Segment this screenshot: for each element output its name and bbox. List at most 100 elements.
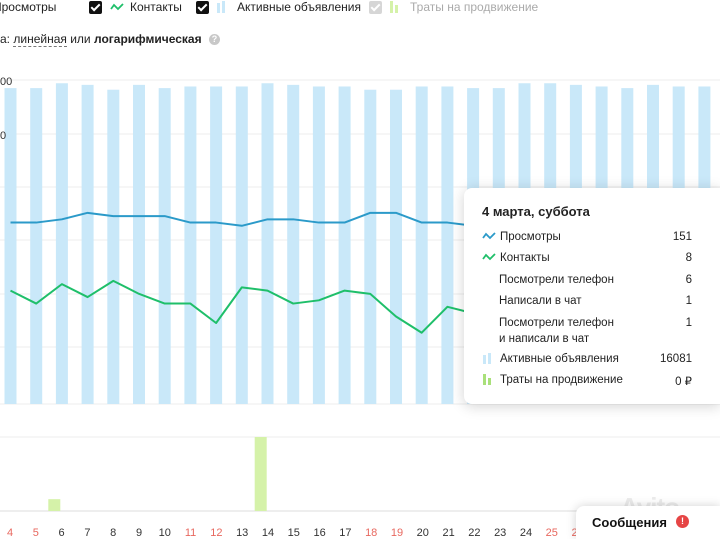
active-ads-bar <box>364 89 377 404</box>
x-tick-label: 11 <box>185 527 196 539</box>
legend-views-label: Просмотры <box>0 0 57 14</box>
x-tick-label: 15 <box>288 527 300 539</box>
tooltip-row-promo: Траты на продвижение 0 ₽ <box>482 374 692 388</box>
legend: Просмотры Контакты Активные объявления Т… <box>0 0 720 14</box>
tooltip-row-views: Просмотры 151 <box>482 231 692 243</box>
messages-button[interactable]: Сообщения ! <box>576 506 720 539</box>
active-ads-bar <box>390 89 402 404</box>
tooltip-views-label: Просмотры <box>500 231 561 243</box>
x-tick-label: 7 <box>84 527 90 539</box>
active-ads-bar <box>312 86 325 404</box>
active-ads-bar <box>287 84 300 405</box>
x-tick-label: 6 <box>59 527 65 539</box>
tooltip-active-ads-value: 16081 <box>660 353 692 365</box>
active-ads-bar <box>184 86 197 404</box>
contacts-line-icon <box>110 3 124 11</box>
x-tick-label: 9 <box>136 527 142 539</box>
x-tick-label: 25 <box>546 527 558 539</box>
promo-bars <box>48 437 267 511</box>
scale-linear-link[interactable]: линейная <box>13 32 67 47</box>
x-tick-label: 19 <box>391 527 403 539</box>
active-ads-bar <box>107 89 120 404</box>
tooltip-phone-label: Посмотрели телефон <box>499 274 614 286</box>
y-tick-label: 0 <box>0 130 6 142</box>
x-tick-label: 21 <box>442 527 454 539</box>
messages-label: Сообщения <box>592 515 667 530</box>
active-ads-bar <box>441 86 454 404</box>
tooltip-row-phone: Посмотрели телефон 6 <box>482 274 692 286</box>
tooltip-phone-chat-label-1: Посмотрели телефон <box>499 317 614 329</box>
active-ads-bar <box>415 86 428 404</box>
bars-icon <box>217 1 229 13</box>
x-tick-label: 24 <box>520 527 532 539</box>
legend-active-ads-label: Активные объявления <box>237 0 361 14</box>
x-tick-label: 14 <box>262 527 274 539</box>
active-ads-bar <box>338 86 351 404</box>
active-ads-bar <box>81 84 94 405</box>
tooltip-contacts-value: 8 <box>685 252 692 264</box>
x-tick-label: 17 <box>339 527 351 539</box>
active-ads-bar <box>210 86 223 404</box>
tooltip-row-chat: Написали в чат 1 <box>482 295 692 307</box>
tooltip-promo-value: 0 ₽ <box>675 376 692 388</box>
x-tick-label: 4 <box>7 527 13 539</box>
y-tick-label: 00 <box>0 76 12 88</box>
x-tick-label: 22 <box>468 527 480 539</box>
x-tick-label: 23 <box>494 527 506 539</box>
legend-contacts-label: Контакты <box>130 0 182 14</box>
active-ads-bar <box>55 83 68 405</box>
legend-promo[interactable]: Траты на продвижение <box>369 0 538 14</box>
help-icon[interactable]: ? <box>208 34 220 46</box>
chart-tooltip: 4 марта, суббота Просмотры 151 Контакты … <box>464 188 720 404</box>
contacts-line-icon <box>482 253 496 261</box>
tooltip-phone-value: 6 <box>685 274 692 286</box>
legend-contacts[interactable]: Контакты <box>89 0 182 14</box>
tooltip-row-active-ads: Активные объявления 16081 <box>482 353 692 365</box>
x-tick-label: 10 <box>159 527 171 539</box>
checkbox-icon[interactable] <box>89 0 102 14</box>
bars-icon <box>482 374 496 385</box>
tooltip-chat-value: 1 <box>685 295 692 307</box>
tooltip-chat-label: Написали в чат <box>499 295 582 307</box>
views-line-icon <box>482 232 496 240</box>
tooltip-views-value: 151 <box>672 231 692 243</box>
promo-bar <box>48 499 61 511</box>
chart-grid <box>0 79 720 512</box>
scale-prefix: а: <box>0 32 11 46</box>
tooltip-contacts-label: Контакты <box>500 252 550 264</box>
tooltip-date: 4 марта, суббота <box>482 204 590 219</box>
x-tick-label: 5 <box>33 527 39 539</box>
x-tick-label: 20 <box>417 527 429 539</box>
x-tick-label: 13 <box>236 527 248 539</box>
legend-active-ads[interactable]: Активные объявления <box>196 0 361 14</box>
scale-log-option[interactable]: логарифмическая <box>93 32 202 46</box>
x-tick-label: 16 <box>313 527 325 539</box>
tooltip-phone-chat-label-2: и написали в чат <box>499 333 590 345</box>
x-tick-label: 12 <box>210 527 222 539</box>
tooltip-row-phone-chat: Посмотрели телефон и написали в чат 1 <box>482 317 692 345</box>
checkbox-icon[interactable] <box>196 0 209 14</box>
tooltip-row-contacts: Контакты 8 <box>482 252 692 264</box>
alert-icon: ! <box>676 515 689 528</box>
promo-bar <box>254 437 267 511</box>
bars-icon <box>482 353 496 364</box>
tooltip-promo-label: Траты на продвижение <box>500 374 623 386</box>
x-axis-ticks: 4567891011121314151617181920212223242526… <box>7 527 610 539</box>
legend-promo-label: Траты на продвижение <box>410 0 539 14</box>
legend-views[interactable]: Просмотры <box>0 0 56 14</box>
scale-switch: а: линейная или логарифмическая ? <box>0 32 220 47</box>
active-ads-bar <box>30 88 43 404</box>
x-tick-label: 18 <box>365 527 377 539</box>
x-tick-label: 8 <box>110 527 116 539</box>
active-ads-bar <box>158 88 171 404</box>
active-ads-bar <box>235 86 248 404</box>
active-ads-bar <box>261 83 274 405</box>
y-axis-ticks: 000 <box>0 76 12 142</box>
tooltip-phone-chat-value: 1 <box>685 317 692 329</box>
tooltip-active-ads-label: Активные объявления <box>500 353 619 365</box>
checkbox-icon[interactable] <box>369 0 382 14</box>
active-ads-bar <box>4 88 17 404</box>
bars-icon <box>390 1 402 13</box>
active-ads-bar <box>133 84 145 405</box>
scale-or: или <box>70 32 91 46</box>
